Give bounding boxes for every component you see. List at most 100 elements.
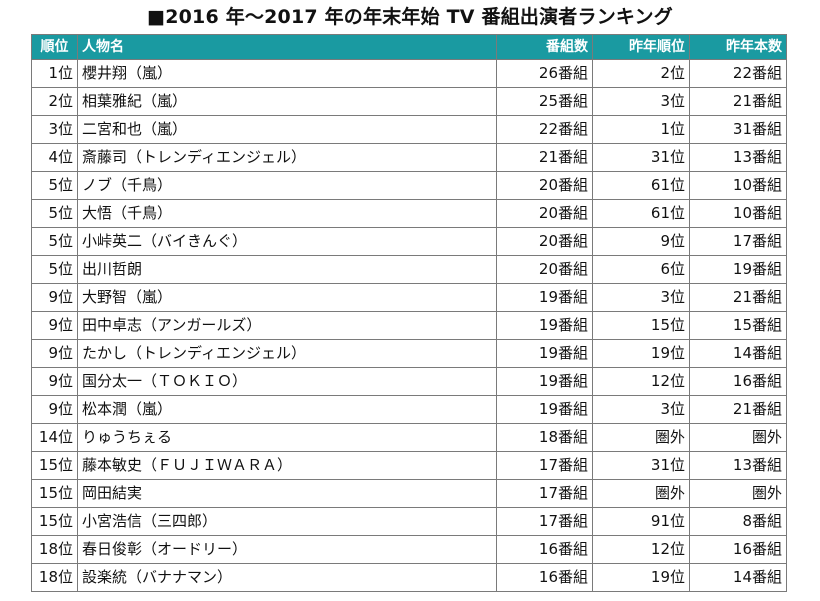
cell-prev-count: 13番組 — [689, 451, 787, 480]
header-rank: 順位 — [31, 34, 78, 60]
cell-prev-rank: 31位 — [592, 143, 690, 172]
cell-name: たかし（トレンディエンジェル） — [77, 339, 497, 368]
cell-rank: 5位 — [31, 171, 78, 200]
cell-count: 19番組 — [496, 367, 593, 396]
cell-prev-count: 14番組 — [689, 563, 787, 592]
cell-rank: 5位 — [31, 199, 78, 228]
cell-name: ノブ（千鳥） — [77, 171, 497, 200]
cell-prev-rank: 61位 — [592, 199, 690, 228]
cell-prev-rank: 3位 — [592, 395, 690, 424]
cell-count: 20番組 — [496, 199, 593, 228]
cell-prev-rank: 2位 — [592, 59, 690, 88]
cell-prev-rank: 3位 — [592, 87, 690, 116]
cell-prev-count: 21番組 — [689, 283, 787, 312]
cell-count: 21番組 — [496, 143, 593, 172]
cell-rank: 9位 — [31, 395, 78, 424]
cell-rank: 5位 — [31, 227, 78, 256]
table-row: 15位 藤本敏史（ＦＵＪＩＷＡＲＡ） 17番組 31位 13番組 — [31, 451, 787, 480]
cell-count: 17番組 — [496, 479, 593, 508]
cell-prev-rank: 3位 — [592, 283, 690, 312]
cell-prev-count: 21番組 — [689, 395, 787, 424]
cell-prev-rank: 圏外 — [592, 423, 690, 452]
header-count: 番組数 — [496, 34, 593, 60]
table-row: 5位 大悟（千鳥） 20番組 61位 10番組 — [31, 199, 787, 228]
cell-name: 斎藤司（トレンディエンジェル） — [77, 143, 497, 172]
cell-count: 20番組 — [496, 255, 593, 284]
cell-prev-count: 22番組 — [689, 59, 787, 88]
cell-name: 小宮浩信（三四郎） — [77, 507, 497, 536]
table-row: 15位 小宮浩信（三四郎） 17番組 91位 8番組 — [31, 507, 787, 536]
header-name: 人物名 — [77, 34, 497, 60]
cell-count: 25番組 — [496, 87, 593, 116]
cell-count: 17番組 — [496, 451, 593, 480]
table-row: 18位 春日俊彰（オードリー） 16番組 12位 16番組 — [31, 535, 787, 564]
cell-name: 松本潤（嵐） — [77, 395, 497, 424]
cell-name: りゅうちぇる — [77, 423, 497, 452]
table-row: 14位 りゅうちぇる 18番組 圏外 圏外 — [31, 423, 787, 452]
header-prev-count: 昨年本数 — [689, 34, 787, 60]
cell-count: 16番組 — [496, 535, 593, 564]
cell-count: 18番組 — [496, 423, 593, 452]
cell-count: 19番組 — [496, 395, 593, 424]
table-header-row: 順位 人物名 番組数 昨年順位 昨年本数 — [31, 34, 787, 60]
cell-prev-count: 14番組 — [689, 339, 787, 368]
cell-rank: 9位 — [31, 311, 78, 340]
table-row: 3位 二宮和也（嵐） 22番組 1位 31番組 — [31, 115, 787, 144]
cell-count: 20番組 — [496, 171, 593, 200]
cell-rank: 3位 — [31, 115, 78, 144]
cell-prev-rank: 圏外 — [592, 479, 690, 508]
cell-name: 相葉雅紀（嵐） — [77, 87, 497, 116]
cell-prev-count: 21番組 — [689, 87, 787, 116]
cell-prev-count: 16番組 — [689, 367, 787, 396]
cell-name: 藤本敏史（ＦＵＪＩＷＡＲＡ） — [77, 451, 497, 480]
cell-rank: 9位 — [31, 339, 78, 368]
cell-count: 19番組 — [496, 311, 593, 340]
cell-count: 26番組 — [496, 59, 593, 88]
ranking-table: 順位 人物名 番組数 昨年順位 昨年本数 1位 櫻井翔（嵐） 26番組 2位 22番組 2… — [31, 34, 787, 592]
cell-prev-rank: 1位 — [592, 115, 690, 144]
cell-prev-count: 31番組 — [689, 115, 787, 144]
table-row: 4位 斎藤司（トレンディエンジェル） 21番組 31位 13番組 — [31, 143, 787, 172]
cell-rank: 18位 — [31, 563, 78, 592]
cell-prev-count: 10番組 — [689, 171, 787, 200]
table-row: 5位 ノブ（千鳥） 20番組 61位 10番組 — [31, 171, 787, 200]
cell-count: 20番組 — [496, 227, 593, 256]
table-row: 2位 相葉雅紀（嵐） 25番組 3位 21番組 — [31, 87, 787, 116]
cell-prev-count: 19番組 — [689, 255, 787, 284]
cell-count: 22番組 — [496, 115, 593, 144]
cell-prev-count: 15番組 — [689, 311, 787, 340]
cell-count: 16番組 — [496, 563, 593, 592]
cell-prev-rank: 6位 — [592, 255, 690, 284]
cell-name: 田中卓志（アンガールズ） — [77, 311, 497, 340]
cell-rank: 15位 — [31, 479, 78, 508]
table-row: 5位 出川哲朗 20番組 6位 19番組 — [31, 255, 787, 284]
table-row: 1位 櫻井翔（嵐） 26番組 2位 22番組 — [31, 59, 787, 88]
cell-prev-rank: 91位 — [592, 507, 690, 536]
cell-prev-rank: 19位 — [592, 563, 690, 592]
cell-rank: 14位 — [31, 423, 78, 452]
table-row: 9位 たかし（トレンディエンジェル） 19番組 19位 14番組 — [31, 339, 787, 368]
table-row: 9位 田中卓志（アンガールズ） 19番組 15位 15番組 — [31, 311, 787, 340]
cell-prev-count: 圏外 — [689, 423, 787, 452]
table-row: 9位 松本潤（嵐） 19番組 3位 21番組 — [31, 395, 787, 424]
cell-count: 19番組 — [496, 283, 593, 312]
cell-prev-count: 10番組 — [689, 199, 787, 228]
cell-rank: 15位 — [31, 451, 78, 480]
cell-name: 国分太一（ＴＯＫＩＯ） — [77, 367, 497, 396]
cell-name: 二宮和也（嵐） — [77, 115, 497, 144]
cell-prev-rank: 9位 — [592, 227, 690, 256]
cell-prev-rank: 12位 — [592, 367, 690, 396]
cell-rank: 1位 — [31, 59, 78, 88]
cell-count: 19番組 — [496, 339, 593, 368]
cell-name: 大悟（千鳥） — [77, 199, 497, 228]
cell-prev-count: 17番組 — [689, 227, 787, 256]
table-row: 5位 小峠英二（バイきんぐ） 20番組 9位 17番組 — [31, 227, 787, 256]
cell-name: 櫻井翔（嵐） — [77, 59, 497, 88]
cell-rank: 5位 — [31, 255, 78, 284]
cell-name: 春日俊彰（オードリー） — [77, 535, 497, 564]
cell-prev-rank: 31位 — [592, 451, 690, 480]
table-row: 9位 国分太一（ＴＯＫＩＯ） 19番組 12位 16番組 — [31, 367, 787, 396]
page-title: ■2016 年～2017 年の年末年始 TV 番組出演者ランキング — [147, 6, 673, 28]
cell-name: 大野智（嵐） — [77, 283, 497, 312]
cell-prev-count: 8番組 — [689, 507, 787, 536]
